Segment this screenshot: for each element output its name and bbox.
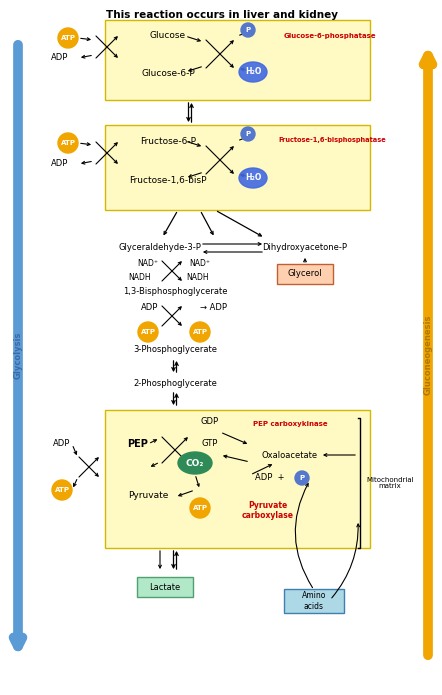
Text: Glucose: Glucose bbox=[150, 31, 186, 40]
Text: Glucose-6-phosphatase: Glucose-6-phosphatase bbox=[284, 33, 376, 39]
Text: Glycerol: Glycerol bbox=[288, 270, 322, 279]
Text: Amino
acids: Amino acids bbox=[302, 591, 326, 611]
Circle shape bbox=[58, 133, 78, 153]
FancyBboxPatch shape bbox=[105, 20, 370, 100]
Text: CO₂: CO₂ bbox=[186, 459, 204, 468]
Text: Lactate: Lactate bbox=[149, 582, 181, 591]
Text: ATP: ATP bbox=[193, 505, 207, 511]
Circle shape bbox=[58, 28, 78, 48]
Circle shape bbox=[241, 23, 255, 37]
Text: ADP: ADP bbox=[51, 54, 69, 63]
Text: 3-Phosphoglycerate: 3-Phosphoglycerate bbox=[133, 345, 217, 354]
Text: P: P bbox=[245, 27, 251, 33]
Text: ADP: ADP bbox=[51, 159, 69, 168]
Text: Gluconeogenesis: Gluconeogenesis bbox=[423, 315, 433, 395]
Ellipse shape bbox=[239, 168, 267, 188]
Circle shape bbox=[190, 498, 210, 518]
Text: Fructose-6-P: Fructose-6-P bbox=[140, 136, 196, 145]
Text: NAD⁺: NAD⁺ bbox=[137, 259, 159, 268]
Circle shape bbox=[241, 127, 255, 141]
Text: Glycolysis: Glycolysis bbox=[14, 332, 23, 379]
Text: P: P bbox=[299, 475, 305, 481]
FancyBboxPatch shape bbox=[105, 410, 370, 548]
Text: Mitochondrial
matrix: Mitochondrial matrix bbox=[366, 477, 414, 489]
FancyBboxPatch shape bbox=[137, 577, 193, 597]
Text: Glyceraldehyde-3-P: Glyceraldehyde-3-P bbox=[118, 243, 202, 252]
Text: Oxaloacetate: Oxaloacetate bbox=[262, 450, 318, 459]
Text: ATP: ATP bbox=[54, 487, 69, 493]
Text: ATP: ATP bbox=[141, 329, 156, 335]
Text: PEP carboxykinase: PEP carboxykinase bbox=[253, 421, 328, 427]
Text: NAD⁺: NAD⁺ bbox=[190, 259, 210, 268]
Text: This reaction occurs in liver and kidney: This reaction occurs in liver and kidney bbox=[106, 10, 338, 20]
Ellipse shape bbox=[239, 62, 267, 82]
Text: ADP: ADP bbox=[141, 304, 159, 313]
Circle shape bbox=[138, 322, 158, 342]
Text: carboxylase: carboxylase bbox=[242, 511, 294, 519]
Circle shape bbox=[295, 471, 309, 485]
FancyBboxPatch shape bbox=[105, 125, 370, 210]
Text: Pyruvate: Pyruvate bbox=[248, 500, 288, 509]
Text: Pyruvate: Pyruvate bbox=[128, 491, 168, 500]
Text: Glucose-6-P: Glucose-6-P bbox=[141, 70, 195, 79]
Text: P: P bbox=[245, 131, 251, 137]
Text: 1,3-Bisphosphoglycerate: 1,3-Bisphosphoglycerate bbox=[123, 288, 227, 297]
Text: Fructose-1,6-bisP: Fructose-1,6-bisP bbox=[129, 176, 207, 184]
Text: 2-Phosphoglycerate: 2-Phosphoglycerate bbox=[133, 379, 217, 388]
Text: Fructose-1,6-bisphosphatase: Fructose-1,6-bisphosphatase bbox=[278, 137, 386, 143]
Circle shape bbox=[52, 480, 72, 500]
Text: Dihydroxyacetone-P: Dihydroxyacetone-P bbox=[263, 243, 347, 252]
Text: → ADP: → ADP bbox=[200, 304, 227, 313]
Text: H₂O: H₂O bbox=[245, 67, 261, 76]
Circle shape bbox=[190, 322, 210, 342]
Text: GDP: GDP bbox=[201, 418, 219, 427]
FancyBboxPatch shape bbox=[284, 589, 344, 613]
Text: PEP: PEP bbox=[128, 439, 149, 449]
Ellipse shape bbox=[178, 452, 212, 474]
Text: ADP  +: ADP + bbox=[255, 473, 285, 482]
Text: NADH: NADH bbox=[129, 274, 151, 282]
Text: ADP: ADP bbox=[53, 439, 71, 448]
Text: NADH: NADH bbox=[187, 274, 210, 282]
Text: ATP: ATP bbox=[61, 35, 76, 41]
Text: GTP: GTP bbox=[202, 439, 218, 448]
Text: ATP: ATP bbox=[61, 140, 76, 146]
Text: ATP: ATP bbox=[193, 329, 207, 335]
FancyBboxPatch shape bbox=[277, 264, 333, 284]
Text: H₂O: H₂O bbox=[245, 174, 261, 183]
